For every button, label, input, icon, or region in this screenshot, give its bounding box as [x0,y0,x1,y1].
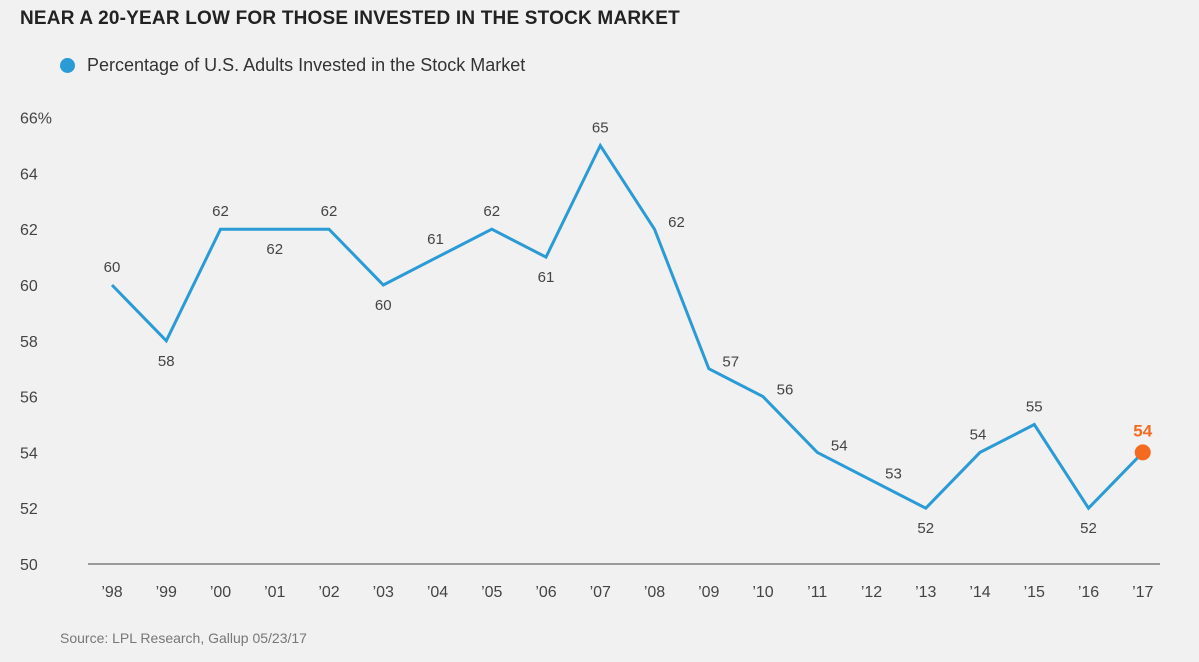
x-tick-label: ’98 [101,584,122,601]
data-label: 55 [1026,399,1043,416]
data-label: 52 [1080,520,1097,537]
data-label: 57 [722,354,739,371]
x-tick-label: ’06 [535,584,556,601]
data-label: 62 [483,203,500,220]
y-tick-label: 58 [20,334,38,351]
data-label: 62 [212,203,229,220]
y-tick-label: 52 [20,501,38,518]
series-line [110,142,1144,511]
legend: Percentage of U.S. Adults Invested in th… [60,55,525,76]
data-label: 53 [885,465,902,482]
legend-marker [60,58,75,73]
y-tick-label: 60 [20,278,38,295]
data-label: 56 [777,382,794,399]
data-label: 54 [831,437,848,454]
y-axis-ticks: 50 52 54 56 58 60 62 64 66% [20,111,52,574]
x-tick-label: ’01 [264,584,285,601]
x-tick-label: ’04 [427,584,448,601]
data-label: 62 [266,241,283,258]
y-tick-label: 62 [20,222,38,239]
legend-label: Percentage of U.S. Adults Invested in th… [87,55,526,75]
x-tick-label: ’17 [1132,584,1153,601]
data-label: 52 [917,520,934,537]
y-tick-label: 66% [20,111,52,128]
x-tick-label: ’13 [915,584,936,601]
highlight-point [1134,444,1151,461]
x-tick-label: ’14 [969,584,990,601]
x-axis-ticks: ’98 ’99 ’00 ’01 ’02 ’03 ’04 ’05 ’06 ’07 ’08 ’09 ’10 ’… [101,584,1153,601]
y-tick-label: 56 [20,390,38,407]
x-tick-label: ’12 [861,584,882,601]
data-labels: 60 58 62 62 62 60 61 62 61 65 62 57 56 54 53 52 54 55 52 54 [104,120,1153,538]
x-tick-label: ’16 [1078,584,1099,601]
source-note: Source: LPL Research, Gallup 05/23/17 [60,630,307,646]
data-label: 62 [321,203,338,220]
y-tick-label: 50 [20,557,38,574]
data-label: 58 [158,353,175,370]
y-tick-label: 64 [20,166,38,183]
x-tick-label: ’00 [210,584,231,601]
x-tick-label: ’02 [318,584,339,601]
data-label: 54 [1133,421,1152,440]
x-tick-label: ’15 [1024,584,1045,601]
data-label: 60 [104,259,121,276]
data-label: 61 [427,231,444,248]
data-label: 65 [592,120,609,137]
x-tick-label: ’03 [373,584,394,601]
x-tick-label: ’11 [807,584,827,601]
data-label: 60 [375,297,392,314]
y-tick-label: 54 [20,445,38,462]
data-label: 61 [538,269,555,286]
x-tick-label: ’08 [644,584,665,601]
data-label: 54 [970,426,987,443]
data-label: 62 [668,214,685,231]
x-tick-label: ’05 [481,584,502,601]
x-tick-label: ’07 [590,584,611,601]
x-tick-label: ’10 [752,584,773,601]
x-tick-label: ’99 [156,584,177,601]
data-points [1134,444,1151,461]
chart-title: NEAR A 20-YEAR LOW FOR THOSE INVESTED IN… [20,8,680,29]
x-tick-label: ’09 [698,584,719,601]
